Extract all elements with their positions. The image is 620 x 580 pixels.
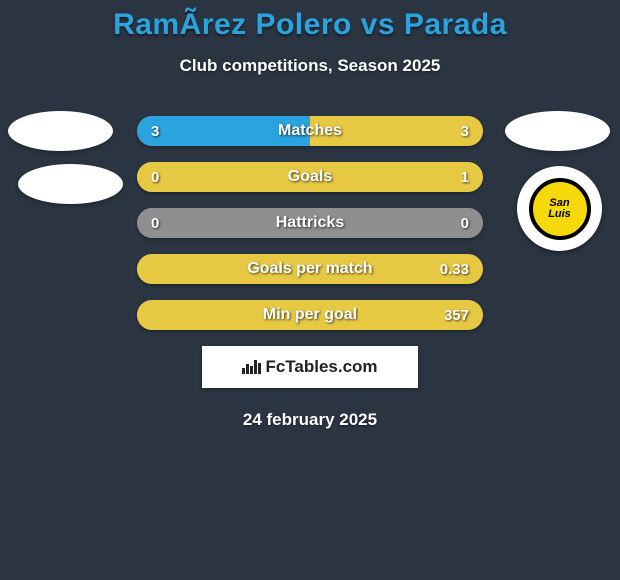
stat-row: 0Goals1: [137, 162, 483, 192]
stat-right-value: 1: [461, 162, 469, 192]
fctables-logo: FcTables.com: [242, 357, 377, 377]
club-badge-text-1: San: [549, 198, 569, 209]
stat-label: Matches: [137, 116, 483, 146]
left-badge-ellipse-2: [18, 164, 123, 204]
stat-label: Goals: [137, 162, 483, 192]
date-text: 24 february 2025: [0, 410, 620, 430]
stats-area: San Luis 3Matches30Goals10Hattricks0Goal…: [0, 116, 620, 330]
left-badge-ellipse-1: [8, 111, 113, 151]
club-badge-text-2: Luis: [548, 209, 571, 220]
stat-right-value: 357: [444, 300, 469, 330]
fctables-logo-box: FcTables.com: [202, 346, 418, 388]
club-badge-circle: San Luis: [517, 166, 602, 251]
stat-row: 0Hattricks0: [137, 208, 483, 238]
club-badge-inner: San Luis: [529, 178, 591, 240]
subtitle: Club competitions, Season 2025: [0, 56, 620, 76]
stat-row: Min per goal357: [137, 300, 483, 330]
stat-label: Min per goal: [137, 300, 483, 330]
stat-rows: 3Matches30Goals10Hattricks0Goals per mat…: [137, 116, 483, 330]
stat-right-value: 0: [461, 208, 469, 238]
stat-row: Goals per match0.33: [137, 254, 483, 284]
comparison-infographic: RamÃ­rez Polero vs Parada Club competiti…: [0, 0, 620, 430]
right-badge-ellipse: [505, 111, 610, 151]
stat-right-value: 0.33: [440, 254, 469, 284]
logo-bars-icon: [242, 360, 261, 374]
title: RamÃ­rez Polero vs Parada: [0, 8, 620, 42]
stat-right-value: 3: [461, 116, 469, 146]
stat-row: 3Matches3: [137, 116, 483, 146]
stat-label: Goals per match: [137, 254, 483, 284]
stat-label: Hattricks: [137, 208, 483, 238]
logo-text: FcTables.com: [265, 357, 377, 377]
